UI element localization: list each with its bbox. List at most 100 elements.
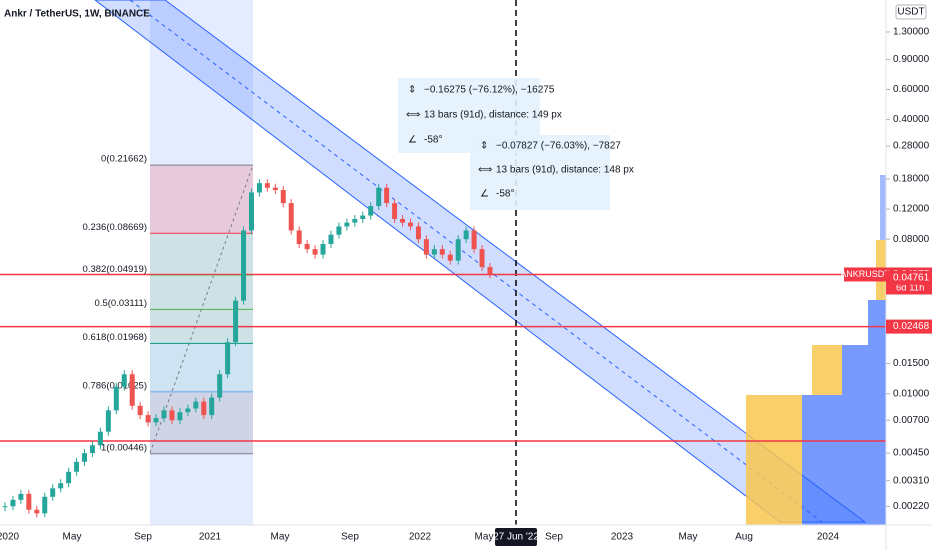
x-tick-label: 27 Jun '22 — [493, 532, 539, 543]
candle — [18, 493, 24, 500]
measure-angle: -58° — [496, 189, 514, 200]
x-tick-label: Aug — [735, 532, 753, 543]
date-range — [150, 0, 253, 525]
candle — [42, 496, 48, 514]
y-tick-label: 0.28000 — [893, 141, 930, 152]
fib-label: 0.5(0.03111) — [95, 298, 147, 309]
candle — [256, 183, 262, 193]
y-tick-label: 0.00310 — [893, 475, 930, 486]
fib-label: 1(0.00446) — [101, 442, 147, 453]
symbol-label: ANKRUSDT — [840, 269, 890, 279]
candle — [113, 386, 119, 411]
candle — [407, 222, 413, 227]
measure-bars: 13 bars (91d), distance: 149 px — [424, 110, 562, 121]
candle — [272, 187, 278, 191]
candle — [288, 203, 294, 231]
candle — [471, 230, 477, 250]
y-tick-label: 0.40000 — [893, 114, 930, 125]
candle — [360, 215, 366, 219]
y-tick-label: 0.08000 — [893, 234, 930, 245]
channel-mid — [129, 0, 823, 523]
chart-title: Ankr / TetherUS, 1W, BINANCE — [4, 9, 150, 20]
candle — [161, 410, 167, 419]
candle — [296, 230, 302, 245]
measure-icons: ⇕ ⟺ ∠ ⇕ ⟺ ∠ — [406, 85, 492, 200]
y-tick-label: 0.60000 — [893, 84, 930, 95]
svg-text:∠: ∠ — [480, 189, 489, 200]
candle — [368, 206, 374, 216]
candle — [248, 192, 254, 231]
candle — [2, 506, 8, 508]
x-tick-label: 2020 — [0, 532, 20, 543]
x-tick-label: Sep — [341, 532, 359, 543]
candle — [225, 342, 231, 375]
candle — [217, 374, 223, 398]
y-tick-label: 0.00700 — [893, 415, 930, 426]
candle — [97, 431, 103, 446]
price-label: 0.04761 — [893, 272, 930, 283]
candle — [129, 374, 135, 406]
fib-zone — [150, 165, 253, 233]
y-tick-label: 1.30000 — [893, 27, 930, 38]
candle — [58, 483, 64, 489]
candle — [455, 239, 461, 261]
candle — [376, 187, 382, 207]
candle — [89, 445, 95, 454]
x-tick-label: May — [63, 532, 82, 543]
candle — [153, 418, 159, 423]
fib-label: 0.236(0.08669) — [83, 222, 147, 233]
candle — [137, 405, 143, 416]
x-axis-bg — [0, 525, 932, 550]
candle — [201, 401, 207, 416]
candle — [336, 226, 342, 235]
candle — [400, 218, 406, 223]
candle — [241, 230, 247, 301]
candle — [439, 249, 445, 255]
fib-label: 0.618(0.01968) — [83, 332, 147, 343]
currency-box — [895, 4, 927, 20]
candle — [352, 218, 358, 223]
y-tick-label: 0.00450 — [893, 448, 930, 459]
candle — [26, 493, 32, 510]
fib-label: 0.786(0.01025) — [83, 380, 147, 391]
candle — [344, 222, 350, 227]
candle — [280, 190, 286, 204]
y-tick-label: 0.90000 — [893, 54, 930, 65]
candle — [423, 239, 429, 255]
x-tick-label: 2023 — [611, 532, 634, 543]
price-label-bg — [886, 319, 932, 334]
volume-profile — [746, 175, 886, 525]
fib-label: 0.382(0.04919) — [83, 264, 147, 275]
countdown: 6d 11h — [896, 282, 924, 293]
measure-price: −0.16275 (−76.12%), −16275 — [424, 85, 555, 96]
svg-text:⇕: ⇕ — [480, 141, 488, 152]
candle — [487, 267, 493, 275]
candle — [121, 374, 127, 387]
y-tick-label: 0.00220 — [893, 501, 930, 512]
candle — [431, 249, 437, 255]
y-tick-label: 0.01500 — [893, 358, 930, 369]
candle — [209, 397, 215, 416]
candle — [105, 410, 111, 432]
candle — [10, 499, 16, 507]
y-tick-label: 0.12000 — [893, 204, 930, 215]
candle — [82, 453, 88, 462]
candle — [328, 234, 334, 245]
x-tick-label: May — [679, 532, 698, 543]
fib-zone — [150, 390, 253, 453]
x-tick-label: May — [475, 532, 494, 543]
measure-angle: -58° — [424, 135, 442, 146]
candle — [169, 410, 175, 421]
x-tick-label: Sep — [545, 532, 563, 543]
candle — [384, 187, 390, 204]
candle — [177, 412, 183, 421]
measure-price: −0.07827 (−76.03%), −7827 — [496, 141, 621, 152]
svg-text:⟺: ⟺ — [478, 165, 492, 176]
fib-label: 0(0.21662) — [101, 154, 147, 165]
y-tick-label: 0.01000 — [893, 388, 930, 399]
price-label: 0.02468 — [893, 321, 930, 332]
candle — [34, 509, 40, 514]
x-tick-label: 2022 — [409, 532, 432, 543]
candle — [74, 461, 80, 472]
